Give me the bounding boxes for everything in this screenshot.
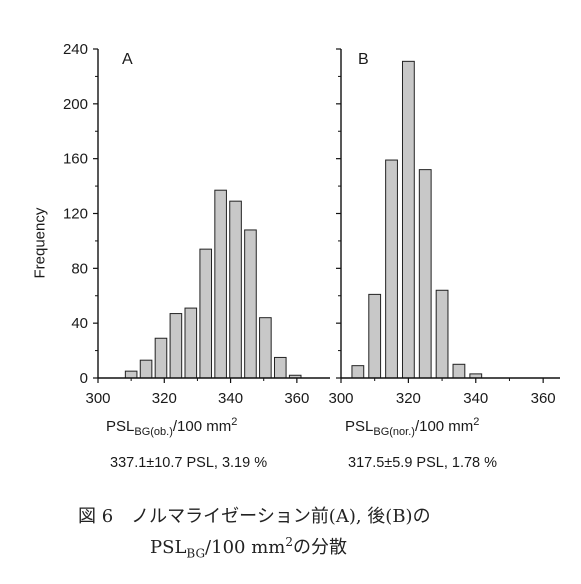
y-tick-label-1: 40	[71, 315, 88, 332]
bar-a-0	[124, 370, 138, 379]
figure-caption-line2: PSLBG/100 mm2の分散	[150, 535, 347, 561]
x-axis-title-a: PSLBG(ob.)/100 mm2	[106, 416, 238, 438]
x-tick-label-b-0: 300	[328, 390, 353, 407]
bar-b-5	[435, 289, 449, 379]
x-tick-label-b-3: 360	[531, 390, 556, 407]
bar-a-8	[244, 229, 257, 379]
y-tick-label-5: 200	[63, 96, 88, 113]
x-tick-label-b-2: 340	[463, 390, 488, 407]
bar-b-4	[418, 169, 432, 379]
bar-b-6	[452, 363, 466, 379]
y-tick-label-2: 80	[71, 260, 88, 277]
bar-a-4	[184, 307, 198, 379]
stats-a: 337.1±10.7 PSL, 3.19 %	[110, 455, 268, 471]
y-tick-label-0: 0	[80, 370, 88, 387]
y-axis-title: Frequency	[31, 207, 49, 279]
y-tick-label-4: 160	[63, 151, 88, 168]
x-tick-label-a-0: 300	[85, 390, 110, 407]
y-tick-label-3: 120	[63, 206, 88, 223]
bar-a-1	[139, 359, 153, 379]
bar-a-9	[259, 317, 272, 379]
x-tick-label-a-1: 320	[152, 390, 177, 407]
bar-a-2	[154, 337, 168, 379]
bar-b-0	[351, 365, 365, 379]
bar-b-3	[401, 60, 415, 379]
panel-a: 300 320 340 360 0 40 80 120 160 200 240 A	[63, 41, 330, 407]
bar-a-10	[273, 356, 287, 379]
stats-b: 317.5±5.9 PSL, 1.78 %	[348, 455, 498, 471]
bar-a-5	[199, 248, 213, 379]
bar-a-7	[229, 200, 242, 379]
x-tick-label-a-3: 360	[284, 390, 309, 407]
bar-b-2	[385, 159, 398, 379]
panel-b: 300 320 340 360 B	[328, 48, 560, 407]
panel-label-a: A	[122, 51, 133, 68]
x-tick-label-b-1: 320	[396, 390, 421, 407]
bar-a-3	[169, 313, 183, 379]
x-tick-label-a-2: 340	[218, 390, 243, 407]
figure-caption-line1: 図 6 ノルマライゼーション前(A), 後(B)の	[78, 506, 431, 527]
y-tick-label-6: 240	[63, 41, 88, 58]
bar-b-1	[368, 293, 382, 379]
panel-label-b: B	[358, 51, 369, 68]
x-axis-title-b: PSLBG(nor.)/100 mm2	[345, 416, 480, 438]
bar-a-6	[214, 189, 227, 379]
